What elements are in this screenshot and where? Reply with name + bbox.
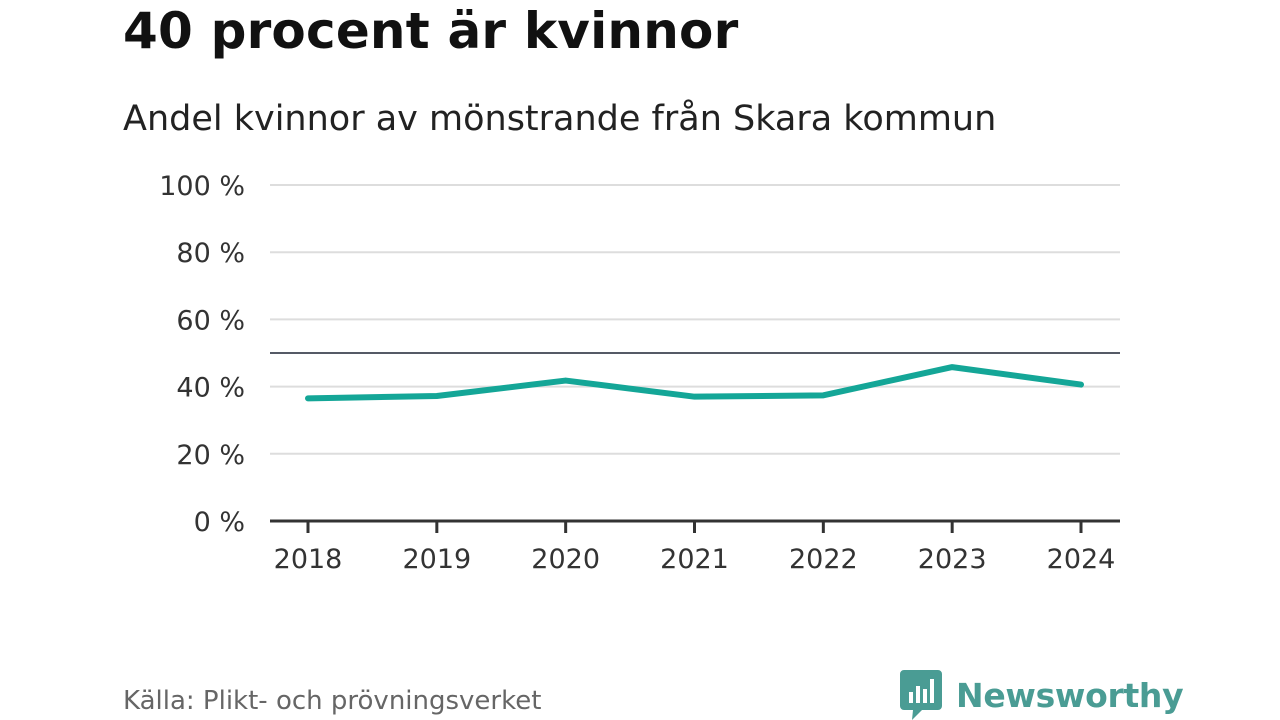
y-tick-label-40: 40 % [176,373,245,404]
brand-logo: Newsworthy [900,670,1184,720]
source-note: Källa: Plikt- och prövningsverket [123,686,542,716]
x-tick-label-2024: 2024 [1047,544,1116,575]
chart-subtitle: Andel kvinnor av mönstrande från Skara k… [123,99,997,139]
chart-title: 40 procent är kvinnor [123,2,739,60]
grid-lines [270,184,1120,455]
x-tick-label-2019: 2019 [402,544,471,575]
y-tick-label-60: 60 % [176,305,245,336]
x-axis-ticks [306,521,1083,533]
y-tick-label-0: 0 % [194,507,245,538]
y-tick-label-80: 80 % [176,238,245,269]
y-tick-label-20: 20 % [176,440,245,471]
newsworthy-logo-icon [900,670,942,720]
line-chart: 0 % 20 % 40 % 60 % 80 % 100 % 2018 2019 2020 202… [159,171,1120,575]
x-tick-label-2023: 2023 [918,544,987,575]
y-axis-labels: 0 % 20 % 40 % 60 % 80 % 100 % [159,171,245,538]
x-tick-label-2022: 2022 [789,544,858,575]
series-line-andel-kvinnor [305,364,1084,402]
x-tick-label-2018: 2018 [274,544,343,575]
y-tick-label-100: 100 % [159,171,245,202]
brand-name: Newsworthy [956,675,1184,715]
x-tick-label-2020: 2020 [531,544,600,575]
x-axis-labels: 2018 2019 2020 2021 2022 2023 2024 [274,544,1116,575]
x-tick-label-2021: 2021 [660,544,729,575]
